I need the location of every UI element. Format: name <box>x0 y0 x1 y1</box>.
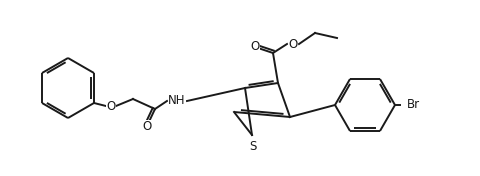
Text: O: O <box>142 120 151 133</box>
Text: O: O <box>106 100 115 114</box>
Text: O: O <box>250 40 259 54</box>
Text: O: O <box>288 39 297 52</box>
Text: NH: NH <box>168 95 185 108</box>
Text: Br: Br <box>406 99 419 112</box>
Text: S: S <box>249 140 256 153</box>
